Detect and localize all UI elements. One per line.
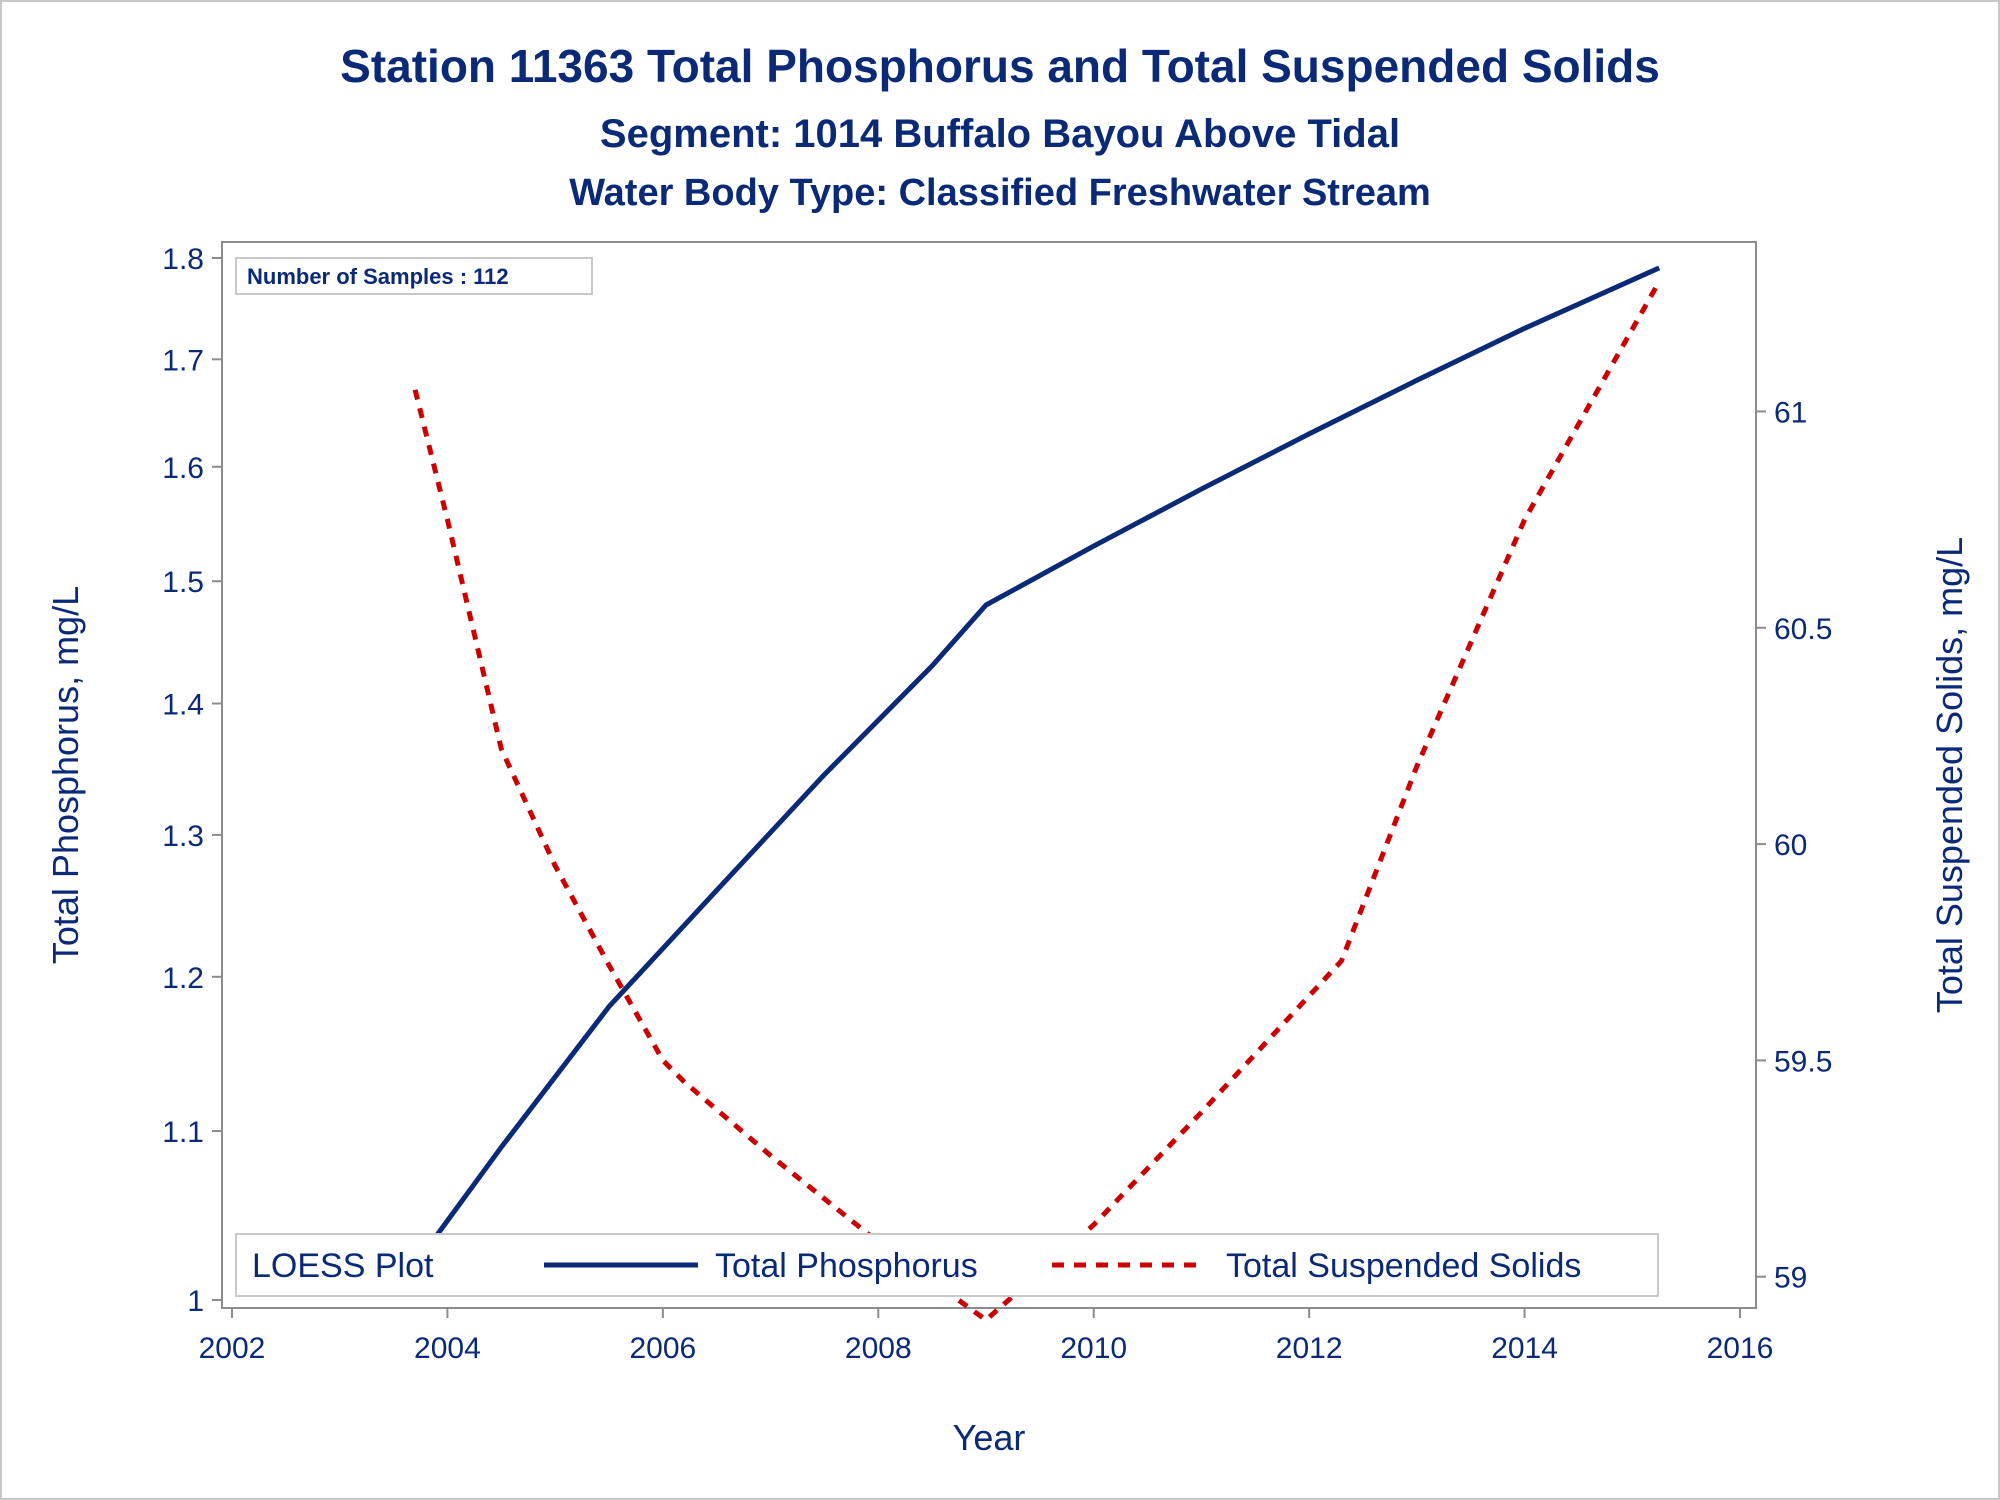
x-tick-label-2016: 2016 (1707, 1332, 1774, 1365)
y2-tick-label-60.5: 60.5 (1774, 613, 1832, 646)
series-line-total-phosphorus (413, 265, 1661, 1267)
legend (235, 1233, 1659, 1297)
x-tick-label-2008: 2008 (845, 1332, 912, 1365)
y-tick-label-1.5: 1.5 (162, 566, 204, 599)
y-tick-label-1.7: 1.7 (162, 344, 204, 377)
x-tick-label-2006: 2006 (629, 1332, 696, 1365)
x-tick-label-2012: 2012 (1276, 1332, 1343, 1365)
y2-tick-label-59: 59 (1774, 1262, 1807, 1295)
chart-title: Station 11363 Total Phosphorus and Total… (340, 40, 1660, 92)
chart-subtitle-2: Water Body Type: Classified Freshwater S… (569, 172, 1431, 214)
legend-label-total-suspended-solids: Total Suspended Solids (1226, 1247, 1581, 1285)
sample-count-box (235, 257, 593, 295)
sample-count-annotation: Number of Samples : 112 (247, 264, 509, 289)
x-tick-label-2004: 2004 (414, 1332, 481, 1365)
y2-tick-label-59.5: 59.5 (1774, 1045, 1832, 1078)
y-tick-label-1.2: 1.2 (162, 962, 204, 995)
x-tick-label-2010: 2010 (1060, 1332, 1127, 1365)
y-axis: 1 1.1 1.2 1.3 1.4 1.5 1.6 1.7 1.8 (162, 243, 222, 1318)
x-axis-label: Year (953, 1417, 1026, 1458)
y-tick-label-1.3: 1.3 (162, 820, 204, 853)
y2-tick-label-60: 60 (1774, 829, 1807, 862)
legend-title: LOESS Plot (252, 1247, 434, 1285)
y-tick-label-1.6: 1.6 (162, 452, 204, 485)
y-tick-label-1.8: 1.8 (162, 243, 204, 276)
y-tick-label-1.4: 1.4 (162, 689, 204, 722)
y2-tick-label-61: 61 (1774, 396, 1807, 429)
series-line-total-suspended-solids (412, 280, 1662, 1323)
x-tick-label-2002: 2002 (199, 1332, 266, 1365)
y-tick-label-1.1: 1.1 (162, 1116, 204, 1149)
chart-subtitle: Segment: 1014 Buffalo Bayou Above Tidal (600, 112, 1400, 156)
y2-axis: 59 59.5 60 60.5 61 (1756, 396, 1832, 1295)
x-axis: 2002 2004 2006 2008 2010 2012 2014 2016 (199, 1308, 1774, 1365)
y-axis-label: Total Phosphorus, mg/L (45, 586, 86, 964)
legend-label-total-phosphorus: Total Phosphorus (715, 1247, 978, 1285)
y2-axis-label: Total Suspended Solids, mg/L (1929, 537, 1970, 1013)
series-layer (412, 265, 1662, 1323)
plot-area (221, 241, 1757, 1309)
x-tick-label-2014: 2014 (1491, 1332, 1558, 1365)
y-tick-label-1: 1 (187, 1285, 204, 1318)
